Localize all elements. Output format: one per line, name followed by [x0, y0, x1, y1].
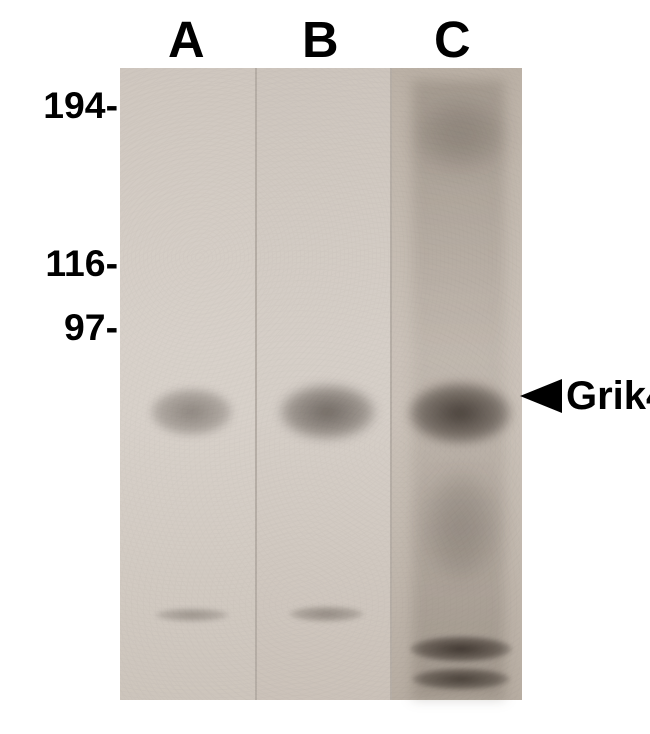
- lane-c-hi-smudge: [415, 100, 506, 170]
- target-label: Grik4: [566, 374, 650, 419]
- lane-b-low-band: [289, 606, 363, 622]
- lane-c-low-band-1: [410, 636, 511, 662]
- lane-c-low-band-2: [412, 668, 511, 690]
- mw-value: 97: [64, 306, 106, 348]
- western-blot-area: [120, 68, 520, 700]
- lane-label-c: C: [434, 10, 471, 69]
- lane-c-grik4-band: [408, 382, 512, 444]
- mw-marker-97: 97-: [0, 306, 118, 349]
- lane-a-grik4-band: [150, 388, 234, 436]
- lane-a-low-band: [155, 608, 229, 622]
- figure-container: A B C 194- 116- 97- Grik4: [0, 0, 650, 734]
- lane-a: [120, 68, 255, 700]
- mw-value: 194: [43, 84, 105, 126]
- mw-dash: -: [106, 306, 118, 349]
- lane-c-smear: [412, 80, 506, 700]
- mw-marker-194: 194-: [0, 84, 118, 127]
- lane-label-b: B: [302, 10, 339, 69]
- mw-value: 116: [45, 242, 105, 284]
- lane-b: [255, 68, 392, 700]
- target-band-annotation: Grik4: [520, 379, 650, 413]
- mw-marker-116: 116-: [0, 242, 118, 285]
- lane-c-tail-1: [423, 470, 498, 580]
- lane-label-a: A: [168, 10, 205, 69]
- mw-dash: -: [106, 242, 118, 285]
- pointer-arrow-icon: [520, 379, 562, 413]
- lane-c: [390, 68, 522, 700]
- mw-dash: -: [106, 84, 118, 127]
- lane-b-grik4-band: [279, 384, 376, 440]
